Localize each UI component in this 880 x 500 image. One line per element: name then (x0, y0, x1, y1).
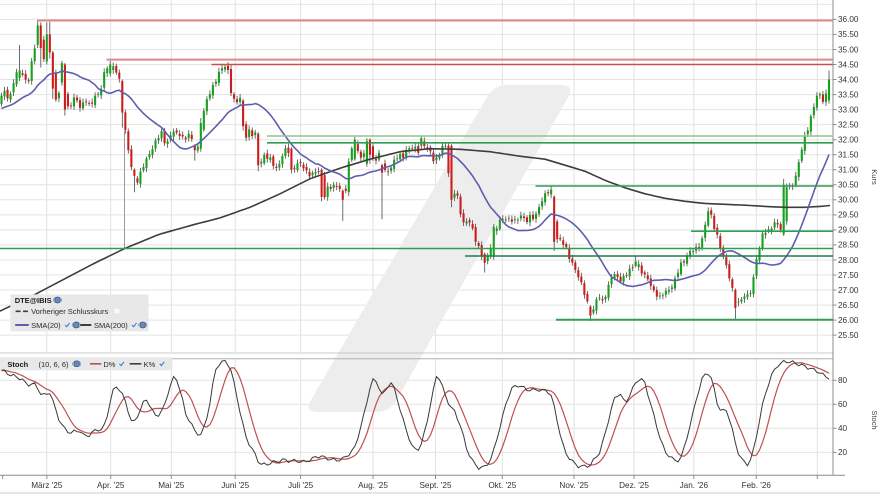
svg-text:29.50: 29.50 (838, 211, 859, 220)
svg-text:20: 20 (838, 448, 848, 457)
svg-text:30.00: 30.00 (838, 196, 859, 205)
svg-text:Aug. '25: Aug. '25 (358, 481, 388, 490)
svg-text:27.50: 27.50 (838, 271, 859, 280)
svg-text:März '25: März '25 (31, 481, 63, 490)
svg-text:28.50: 28.50 (838, 241, 859, 250)
svg-text:Okt. '25: Okt. '25 (488, 481, 516, 490)
svg-text:32.00: 32.00 (838, 136, 859, 145)
svg-text:40: 40 (838, 424, 848, 433)
svg-text:Sept. '25: Sept. '25 (419, 481, 452, 490)
svg-text:Apr. '25: Apr. '25 (97, 481, 125, 490)
svg-text:Kurs: Kurs (870, 169, 879, 185)
svg-text:Vorheriger Schlusskurs: Vorheriger Schlusskurs (31, 307, 108, 316)
svg-text:28.00: 28.00 (838, 256, 859, 265)
svg-text:Nov. '25: Nov. '25 (559, 481, 589, 490)
svg-text:DTE@IBIS: DTE@IBIS (15, 296, 52, 305)
svg-text:Feb. '26: Feb. '26 (742, 481, 772, 490)
svg-text:Jan. '26: Jan. '26 (680, 481, 709, 490)
svg-text:32.50: 32.50 (838, 120, 859, 129)
svg-text:36.00: 36.00 (838, 15, 859, 24)
svg-text:K%: K% (144, 360, 156, 369)
svg-text:30.50: 30.50 (838, 181, 859, 190)
svg-text:29.00: 29.00 (838, 226, 859, 235)
svg-text:34.50: 34.50 (838, 60, 859, 69)
svg-text:25.50: 25.50 (838, 331, 859, 340)
svg-text:26.50: 26.50 (838, 301, 859, 310)
svg-text:33.00: 33.00 (838, 105, 859, 114)
svg-text:35.00: 35.00 (838, 45, 859, 54)
svg-text:34.00: 34.00 (838, 75, 859, 84)
svg-text:Mai '25: Mai '25 (158, 481, 185, 490)
svg-text:26.00: 26.00 (838, 316, 859, 325)
svg-text:Stoch: Stoch (7, 360, 28, 369)
svg-text:SMA(200): SMA(200) (94, 321, 128, 330)
svg-text:Juli '25: Juli '25 (288, 481, 314, 490)
svg-text:SMA(20): SMA(20) (31, 321, 61, 330)
svg-text:80: 80 (838, 376, 848, 385)
svg-text:31.50: 31.50 (838, 151, 859, 160)
svg-text:Juni '25: Juni '25 (221, 481, 249, 490)
svg-text:27.00: 27.00 (838, 286, 859, 295)
svg-text:31.00: 31.00 (838, 166, 859, 175)
svg-text:Dez. '25: Dez. '25 (619, 481, 649, 490)
svg-text:33.50: 33.50 (838, 90, 859, 99)
svg-text:D%: D% (103, 360, 115, 369)
svg-text:60: 60 (838, 400, 848, 409)
svg-text:35.50: 35.50 (838, 30, 859, 39)
svg-text:(10, 6, 6): (10, 6, 6) (39, 360, 70, 369)
svg-text:Stoch: Stoch (870, 410, 879, 429)
